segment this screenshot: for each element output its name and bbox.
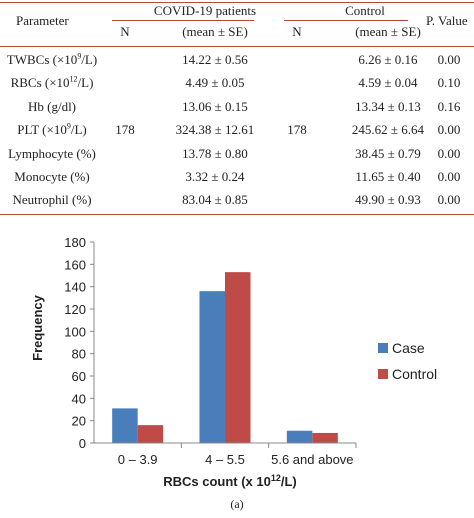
- parameter-exponent: 9: [66, 121, 71, 131]
- control-group-underline: [284, 20, 408, 21]
- legend-label-control: Control: [392, 366, 437, 382]
- parameter-text: TWBCs (×10: [6, 52, 78, 67]
- row-parameter: Neutrophil (%): [0, 192, 104, 208]
- header-control-group: Control: [345, 3, 385, 18]
- hematology-table: Parameter COVID-19 patients Control P. V…: [0, 0, 474, 216]
- row-p-value: 0.00: [437, 192, 461, 208]
- legend-label-case: Case: [392, 340, 425, 356]
- row-p-value: 0.00: [437, 169, 461, 184]
- parameter-text: RBCs (×10: [10, 75, 70, 91]
- bar-control-1: [225, 272, 251, 443]
- parameter-unit: /L): [77, 75, 94, 91]
- x-tick-label: 5.6 and above: [271, 452, 353, 467]
- row-control-mean: 13.34 ± 0.13: [355, 98, 421, 114]
- y-tick-label: 40: [72, 391, 86, 406]
- parameter-text: Neutrophil (%): [12, 192, 92, 208]
- header-mean-control: (mean ± SE): [355, 24, 421, 39]
- figure-caption: (a): [230, 497, 244, 511]
- row-p-value: 0.00: [437, 145, 461, 161]
- row-control-mean: 245.62 ± 6.64: [351, 122, 425, 138]
- row-covid-mean: 83.04 ± 0.85: [182, 192, 248, 208]
- row-parameter: PLT (×109/L): [0, 122, 104, 138]
- row-covid-mean: 13.78 ± 0.80: [182, 145, 248, 161]
- y-tick-label: 80: [72, 347, 86, 362]
- row-control-mean: 6.26 ± 0.16: [358, 52, 418, 67]
- bar-case-1: [199, 291, 225, 443]
- parameter-text: PLT (×10: [17, 122, 67, 138]
- row-covid-mean: 324.38 ± 12.61: [175, 122, 255, 138]
- row-covid-mean: 4.49 ± 0.05: [185, 75, 245, 91]
- parameter-unit: /L): [81, 52, 98, 67]
- x-tick-label: 4 – 5.5: [205, 452, 245, 467]
- y-tick-label: 160: [64, 257, 86, 272]
- y-tick-label: 20: [72, 414, 86, 429]
- parameter-text: Hb (g/dl): [27, 98, 77, 114]
- row-control-mean: 49.90 ± 0.93: [355, 192, 421, 208]
- x-axis-title: RBCs count (x 1012/L): [163, 473, 297, 489]
- y-tick-label: 140: [64, 280, 86, 295]
- y-axis-title: Frequency: [30, 294, 45, 361]
- row-control-mean: 4.59 ± 0.04: [358, 75, 418, 91]
- header-n-control: N: [292, 24, 302, 39]
- row-parameter: TWBCs (×109/L): [0, 52, 104, 68]
- x-axis: 0 – 3.9 4 – 5.5 5.6 and above: [94, 442, 357, 467]
- parameter-unit: /L): [70, 122, 87, 138]
- y-tick-label: 120: [64, 302, 86, 317]
- row-control-mean: 11.65 ± 0.40: [355, 169, 421, 184]
- parameter-exponent: 9: [77, 51, 82, 61]
- row-p-value: 0.00: [437, 52, 461, 67]
- rbc-frequency-chart: 0 20 40 60 80 100 120 140 160 180 0 – 3.9 4 – 5.5 5…: [30, 235, 437, 489]
- header-parameter: Parameter: [16, 13, 69, 28]
- legend-swatch-control: [378, 369, 388, 379]
- header-covid-group: COVID-19 patients: [153, 3, 257, 18]
- row-control-mean: 38.45 ± 0.79: [355, 145, 421, 161]
- y-tick-label: 180: [64, 235, 86, 250]
- row-p-value: 0.00: [437, 122, 461, 138]
- legend: Case Control: [378, 340, 437, 382]
- row-covid-mean: 3.32 ± 0.24: [185, 169, 245, 184]
- x-tick-label: 0 – 3.9: [118, 452, 158, 467]
- header-mean-covid: (mean ± SE): [182, 24, 248, 39]
- y-axis: 0 20 40 60 80 100 120 140 160 180: [64, 235, 95, 451]
- bar-case-0: [112, 408, 138, 443]
- parameter-exponent: 12: [69, 75, 78, 85]
- table-top-rule: [0, 2, 474, 3]
- parameter-text: Lymphocyte (%): [8, 145, 96, 161]
- header-p-value: P. Value: [426, 13, 468, 28]
- covid-group-underline: [112, 20, 254, 21]
- bar-control-0: [137, 425, 164, 443]
- row-parameter: Hb (g/dl): [0, 99, 104, 115]
- bar-control-2: [312, 432, 338, 443]
- row-parameter: RBCs (×1012/L): [0, 75, 104, 91]
- legend-swatch-case: [378, 343, 388, 353]
- bars: [112, 272, 338, 443]
- row-parameter: Monocyte (%): [0, 169, 104, 185]
- row-n-control: 178: [287, 122, 307, 138]
- row-p-value: 0.10: [437, 75, 461, 91]
- row-covid-mean: 13.06 ± 0.15: [182, 98, 248, 114]
- row-covid-mean: 14.22 ± 0.56: [182, 52, 248, 67]
- parameter-text: Monocyte (%): [14, 169, 90, 184]
- row-p-value: 0.16: [437, 98, 461, 114]
- row-parameter: Lymphocyte (%): [0, 146, 104, 162]
- table-bottom-rule: [0, 214, 474, 215]
- y-tick-label: 60: [72, 369, 86, 384]
- y-tick-label: 100: [64, 324, 86, 339]
- bar-case-2: [286, 430, 313, 443]
- table-header-rule: [0, 46, 474, 47]
- y-tick-label: 0: [79, 436, 86, 451]
- header-n-covid: N: [120, 24, 130, 39]
- row-n-covid: 178: [115, 122, 135, 138]
